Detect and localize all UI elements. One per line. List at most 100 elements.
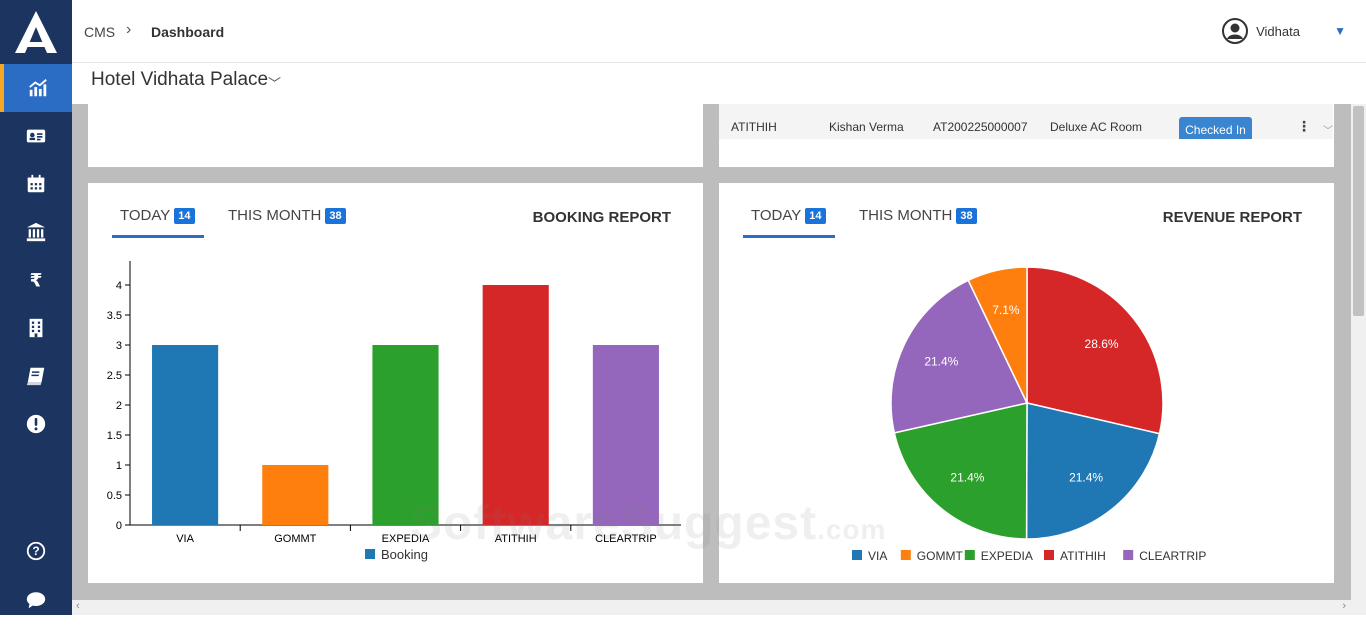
y-tick-label: 2 [116, 400, 122, 412]
property-bar: Hotel Vidhata Palace ﹀ [72, 63, 1366, 104]
tab-this-month[interactable]: THIS MONTH 38 [228, 207, 346, 224]
revenue-report-panel: TODAY 14 THIS MONTH 38 REVENUE REPORT 28… [719, 183, 1334, 583]
pie-slice [967, 266, 1028, 404]
slice-label: 7.1% [992, 303, 1020, 317]
tab-label: THIS MONTH [228, 207, 322, 224]
legend-swatch [365, 549, 375, 559]
svg-text:?: ? [32, 544, 39, 558]
tab-label: THIS MONTH [859, 207, 953, 224]
legend-swatch [1044, 550, 1054, 560]
x-tick-label: GOMMT [274, 533, 316, 545]
id-card-icon [26, 129, 46, 143]
user-avatar-icon [1222, 18, 1249, 44]
analytics-icon [29, 79, 47, 97]
report-title: REVENUE REPORT [1162, 209, 1302, 226]
scroll-left-icon[interactable]: ‹ [76, 600, 80, 612]
horizontal-scrollbar[interactable]: ‹ › [72, 600, 1366, 615]
report-title: BOOKING REPORT [532, 209, 671, 226]
pie-slice [1026, 266, 1164, 435]
nav-calendar[interactable] [0, 160, 72, 208]
y-tick-label: 1 [116, 460, 122, 472]
nav-chat[interactable] [0, 576, 72, 624]
legend-swatch [964, 550, 975, 560]
x-tick-label: ATITHIH [495, 533, 537, 545]
more-options-icon[interactable]: ⋮ [1297, 118, 1311, 134]
row-booking-id: AT200225000007 [933, 120, 1028, 134]
bar [152, 345, 219, 525]
bank-icon [26, 222, 46, 242]
breadcrumb-current: Dashboard [151, 24, 225, 40]
nav-payments[interactable]: ₹ [0, 256, 72, 304]
legend-swatch [852, 550, 862, 560]
chevron-down-icon[interactable]: ﹀ [1323, 126, 1333, 137]
slice-label: 21.4% [1069, 471, 1103, 485]
tab-label: TODAY [751, 207, 802, 224]
chevron-down-icon[interactable]: ▼ [1334, 24, 1346, 38]
vertical-scrollbar[interactable] [1351, 104, 1366, 600]
breadcrumb-separator-icon: › [126, 21, 132, 38]
y-tick-label: 2.5 [107, 370, 122, 382]
nav-help[interactable]: ? [0, 527, 72, 575]
nav-analytics[interactable] [0, 64, 72, 112]
sidebar: ₹ ? [0, 0, 72, 625]
legend-label: Booking [381, 547, 428, 562]
tab-this-month[interactable]: THIS MONTH 38 [859, 207, 977, 224]
nav-guests[interactable] [0, 112, 72, 160]
status-badge[interactable]: Checked In [1179, 117, 1252, 139]
y-tick-label: 1.5 [107, 430, 122, 442]
bar [262, 465, 329, 525]
active-tab-indicator [112, 235, 204, 238]
legend-label: CLEARTRIP [1139, 549, 1206, 563]
revenue-pie-chart: 28.6% 21.4% 21.4% 21.4% 7.1% VIA GOMMT EXPEDIA A… [852, 266, 1206, 563]
tab-today[interactable]: TODAY 14 [751, 207, 826, 224]
legend-swatch [900, 550, 911, 560]
slice-label: 28.6% [1085, 337, 1119, 351]
count-badge: 38 [325, 207, 346, 224]
count-badge: 14 [805, 207, 826, 224]
legend-label: GOMMT [917, 549, 964, 563]
legend-swatch [1123, 550, 1134, 560]
scroll-right-icon[interactable]: › [1342, 600, 1346, 612]
nav-property[interactable] [0, 304, 72, 352]
chevron-down-icon[interactable]: ﹀ [268, 76, 282, 91]
nav-reports[interactable] [0, 352, 72, 400]
dashboard-content: ATITHIH Kishan Verma AT200225000007 Delu… [72, 104, 1351, 600]
legend-label: EXPEDIA [981, 549, 1033, 563]
svg-text:₹: ₹ [30, 269, 43, 290]
pie-slice [1025, 402, 1161, 540]
slice-label: 21.4% [950, 470, 984, 484]
reservations-panel: ATITHIH Kishan Verma AT200225000007 Delu… [719, 104, 1334, 167]
row-room-type: Deluxe AC Room [1050, 120, 1143, 134]
booking-bar-chart: 0 0.5 1 1.5 2 2.5 3 3.5 4 VIA GOMMT EXPEDIA ATITHIH C… [107, 261, 681, 562]
legend-label: VIA [868, 549, 887, 563]
nav-alerts[interactable] [0, 400, 72, 448]
pie-slice [890, 279, 1029, 434]
bar [482, 285, 549, 525]
top-left-panel [88, 104, 703, 167]
book-icon [26, 367, 45, 386]
tab-label: TODAY [120, 207, 171, 224]
bar [372, 345, 439, 525]
active-tab-indicator [743, 235, 835, 238]
user-name: Vidhata [1256, 23, 1300, 39]
table-row[interactable]: ATITHIH Kishan Verma AT200225000007 Delu… [719, 104, 1333, 139]
logo-icon[interactable] [0, 0, 72, 63]
breadcrumb-root[interactable]: CMS [84, 24, 116, 40]
x-tick-label: VIA [176, 533, 194, 545]
alert-icon [26, 414, 46, 434]
count-badge: 14 [174, 207, 195, 224]
count-badge: 38 [956, 207, 977, 224]
x-tick-label: CLEARTRIP [595, 533, 657, 545]
bottom-strip [0, 615, 1366, 625]
y-tick-label: 3.5 [107, 310, 122, 322]
tab-today[interactable]: TODAY 14 [120, 207, 195, 224]
user-menu[interactable]: Vidhata ▼ [1222, 18, 1346, 44]
slice-label: 21.4% [924, 354, 958, 368]
nav-bank[interactable] [0, 208, 72, 256]
scrollbar-thumb[interactable] [1353, 106, 1364, 316]
pie-slice [893, 402, 1028, 540]
row-source: ATITHIH [731, 120, 777, 134]
y-tick-label: 0 [116, 520, 122, 532]
property-selector[interactable]: Hotel Vidhata Palace [91, 69, 269, 90]
